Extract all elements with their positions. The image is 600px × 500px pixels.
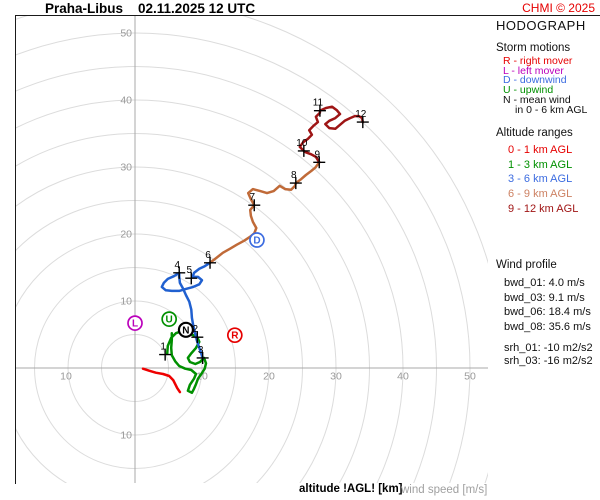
altitude-mark-label-7: 7 (249, 192, 255, 203)
wind-profile-bwd-list: bwd_01: 4.0 m/s bwd_03: 9.1 m/s bwd_06: 18… (496, 276, 600, 334)
altitude-mark-label-10: 10 (296, 138, 308, 149)
altitude-mark-7 (248, 199, 261, 212)
storm-marker-d-letter: D (253, 236, 260, 247)
altitude-range-item-3: 6 - 9 km AGL (508, 188, 573, 200)
bwd-value-2: bwd_06: 18.4 m/s (504, 306, 591, 319)
storm-legend-l: L - left mover (503, 64, 564, 77)
altitude-units-label: altitude !AGL! [km] (299, 483, 403, 495)
altitude-mark-10 (297, 144, 310, 157)
axis-tick-label: 40 (120, 95, 132, 107)
altitude-mark-9 (313, 156, 326, 169)
altitude-mark-label-1: 1 (160, 342, 166, 353)
axis-tick-label: 50 (120, 28, 132, 40)
grid-ring-50 (16, 32, 471, 483)
wind-profile-title: Wind profile (496, 259, 557, 272)
storm-marker-u-letter: U (166, 315, 173, 326)
axis-tick-label: 10 (196, 371, 208, 383)
altitude-mark-label-2: 2 (193, 324, 199, 335)
storm-marker-r-circle (226, 327, 243, 344)
altitude-range-item-4: 9 - 12 km AGL (508, 202, 579, 215)
altitude-mark-6 (204, 256, 217, 269)
panel-title: HODOGRAPH (496, 18, 586, 33)
axis-tick-label: 20 (263, 371, 275, 383)
altitude-mark-2 (191, 331, 204, 344)
altitude-mark-label-4: 4 (174, 260, 180, 271)
altitude-mark-12 (356, 116, 369, 129)
axis-tick-label: 10 (120, 296, 132, 308)
trace-6-9-km-agl (208, 161, 321, 265)
wind-speed-units-label: wind speed [m/s] (401, 483, 488, 496)
altitude-range-item-1: 1 - 3 km AGL (508, 158, 573, 171)
srh-value-0: srh_01: -10 m2/s2 (504, 342, 593, 355)
srh-value-1: srh_03: -16 m2/s2 (504, 355, 593, 368)
legend-panel: HODOGRAPH Storm motions R - right mover L… (496, 18, 600, 368)
axis-tick-label: 40 (397, 371, 409, 383)
bwd-value-1: bwd_03: 9.1 m/s (504, 291, 585, 304)
wind-profile-srh-list: srh_01: -10 m2/s2 srh_03: -16 m2/s2 (496, 342, 600, 368)
trace-0-1-km-agl (141, 367, 182, 394)
bwd-value-0: bwd_01: 4.0 m/s (504, 277, 585, 290)
altitude-mark-label-3: 3 (198, 345, 204, 356)
altitude-mark-label-11: 11 (313, 98, 324, 109)
altitude-range-item-0: 0 - 1 km AGL (508, 144, 573, 157)
trace-3-6-km-agl (160, 261, 212, 360)
grid-ring-30 (16, 166, 337, 483)
storm-legend-u: U - upwind (503, 84, 554, 97)
axis-tick-label: 10 (120, 430, 132, 442)
bwd-value-3: bwd_08: 35.6 m/s (504, 320, 591, 333)
grid-ring-35 (16, 133, 370, 483)
storm-marker-r-letter: R (231, 331, 239, 342)
axis-tick-label: 30 (330, 371, 342, 383)
altitude-mark-3 (196, 351, 209, 364)
axis-tick-label: 10 (60, 371, 72, 383)
storm-motions-list: R - right mover L - left mover D - downwin… (496, 55, 600, 116)
altitude-mark-label-6: 6 (205, 250, 211, 261)
datetime-label: 02.11.2025 12 UTC (138, 1, 256, 16)
storm-legend-n: N - mean wind (503, 93, 571, 106)
storm-motions-title: Storm motions (496, 42, 571, 54)
axis-tick-label: 30 (120, 162, 132, 174)
storm-legend-n2: in 0 - 6 km AGL (515, 103, 588, 116)
altitude-mark-label-8: 8 (291, 170, 297, 181)
altitude-ranges-list: 0 - 1 km AGL 1 - 3 km AGL 3 - 6 km AGL 6 - … (496, 143, 600, 216)
grid-ring-45 (16, 66, 437, 483)
storm-marker-l-letter: L (132, 319, 138, 330)
grid-ring-55 (16, 16, 488, 483)
axis-tick-label: 50 (464, 371, 476, 383)
page-title: Praha-Libus 02.11.2025 12 UTC (45, 1, 255, 16)
altitude-range-item-2: 3 - 6 km AGL (508, 173, 573, 186)
altitude-mark-label-9: 9 (314, 149, 320, 160)
altitude-mark-label-12: 12 (355, 109, 367, 120)
altitude-mark-4 (173, 266, 186, 279)
altitude-ranges-title: Altitude ranges (496, 127, 573, 140)
station-name: Praha-Libus (45, 1, 124, 16)
frame-left-border (15, 15, 16, 484)
storm-legend-d: D - downwind (503, 74, 567, 87)
storm-marker-d-circle (249, 232, 265, 248)
altitude-mark-label-5: 5 (186, 265, 192, 276)
altitude-mark-1 (159, 348, 172, 361)
altitude-mark-11 (313, 104, 326, 117)
trace-9-12-km-agl (298, 105, 365, 164)
storm-marker-n-circle (177, 321, 195, 338)
storm-marker-n-letter: N (182, 325, 189, 336)
storm-marker-u-circle (161, 311, 178, 327)
storm-legend-r: R - right mover (503, 55, 573, 67)
storm-marker-l-circle (127, 315, 143, 331)
frame-top-border (16, 15, 600, 16)
axis-tick-label: 20 (120, 229, 132, 241)
altitude-mark-8 (289, 177, 302, 190)
copyright-label: CHMI © 2025 (522, 1, 595, 15)
altitude-mark-5 (185, 272, 198, 285)
